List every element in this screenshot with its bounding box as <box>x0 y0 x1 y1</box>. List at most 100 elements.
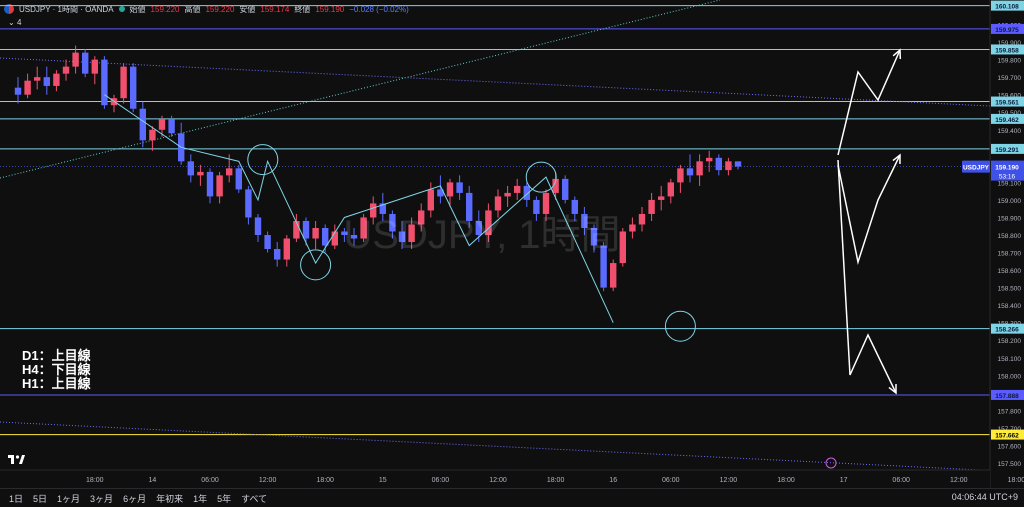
bottom-toolbar: 1日 5日 1ヶ月 3ヶ月 6ヶ月 年初来 1年 5年 すべて 04:06:44… <box>0 488 1024 507</box>
candle-body <box>485 210 492 235</box>
candle-body <box>475 220 482 235</box>
range-3m[interactable]: 3ヶ月 <box>90 494 114 504</box>
price-level-tag <box>991 96 1024 107</box>
price-tick-label: 159.100 <box>998 180 1022 187</box>
candle-body <box>283 238 290 260</box>
price-level-tag-label: 159.858 <box>995 47 1019 54</box>
range-all[interactable]: すべて <box>241 494 268 504</box>
price-axis[interactable]: 160.000159.900159.800159.700159.600159.5… <box>962 0 1024 488</box>
price-level-tag-label: 160.108 <box>995 4 1019 11</box>
candle-body <box>53 73 60 86</box>
candle-body <box>226 168 233 176</box>
candle-body <box>62 66 70 74</box>
note-h1: H1：上目線 <box>22 376 91 391</box>
price-tick-label: 157.600 <box>998 443 1022 450</box>
candle-body <box>43 77 50 86</box>
tradingview-logo-icon <box>8 455 25 464</box>
candle-body <box>523 185 530 200</box>
range-ytd[interactable]: 年初来 <box>156 494 184 504</box>
candle-body <box>667 182 674 197</box>
candle-body <box>552 178 559 193</box>
candle-body <box>197 171 204 176</box>
candle-body <box>619 231 626 264</box>
price-tick-label: 159.500 <box>998 110 1022 117</box>
price-level-tag <box>991 429 1024 440</box>
zigzag-line <box>104 94 614 323</box>
close-label: 終値 <box>294 4 311 14</box>
time-tick-label: 06:00 <box>201 477 219 484</box>
candle-body <box>610 263 617 288</box>
time-axis-bg <box>0 470 990 488</box>
time-tick-label: 12:00 <box>489 477 507 484</box>
candle-body <box>437 189 444 197</box>
candle-body <box>648 199 655 214</box>
candle-body <box>725 161 732 171</box>
price-tick-label: 158.700 <box>998 251 1022 258</box>
candle-body <box>715 157 722 171</box>
candle-body <box>418 210 425 225</box>
candle-body <box>293 220 300 239</box>
time-tick-label: 12:00 <box>950 477 968 484</box>
watermark: USDJPY, 1時間 <box>343 213 620 257</box>
range-buttons: 1日 5日 1ヶ月 3ヶ月 6ヶ月 年初来 1年 5年 すべて <box>9 492 267 505</box>
time-tick-label: 06:00 <box>432 477 450 484</box>
range-1d[interactable]: 1日 <box>9 494 24 504</box>
candle-body <box>264 235 271 250</box>
time-tick-label: 12:00 <box>720 477 738 484</box>
open-value: 159.220 <box>150 4 180 14</box>
candle-body <box>235 168 242 190</box>
candle-body <box>542 192 550 214</box>
symbol-title[interactable]: USDJPY · 1時間 · OANDA <box>19 4 114 14</box>
symbol-tag <box>962 160 990 173</box>
price-tick-label: 157.800 <box>998 408 1022 415</box>
current-price-label: 159.190 <box>995 165 1019 172</box>
price-tick-label: 158.800 <box>998 233 1022 240</box>
falling-trendline-upper <box>0 57 991 107</box>
candle-body <box>139 108 146 141</box>
logo-dot <box>15 455 20 459</box>
event-lightning-icon <box>825 457 837 469</box>
time-tick-label: 18:00 <box>777 477 795 484</box>
candle-body <box>206 171 214 197</box>
time-axis[interactable]: 18:00 14 06:00 12:00 18:00 15 06:00 12:00 18:00 1… <box>0 469 1024 488</box>
price-level-tag <box>991 44 1024 55</box>
candle-body <box>706 157 713 162</box>
candle-body <box>686 168 694 176</box>
candle-body <box>82 52 89 74</box>
range-1m[interactable]: 1ヶ月 <box>57 494 81 504</box>
price-tick-label: 157.500 <box>998 461 1022 468</box>
price-level-tag <box>991 113 1024 124</box>
close-value: 159.190 <box>315 4 345 14</box>
price-tick-label: 158.900 <box>998 215 1022 222</box>
price-tick-label: 158.600 <box>998 268 1022 275</box>
candle-body <box>571 199 578 214</box>
candle-body <box>158 119 166 130</box>
range-5y[interactable]: 5年 <box>217 494 232 504</box>
range-5d[interactable]: 5日 <box>33 494 48 504</box>
indicator-toggle[interactable]: ⌄ 4 <box>8 18 22 27</box>
candle-body <box>533 199 540 214</box>
clock[interactable]: 04:06:44 UTC+9 <box>951 492 1018 502</box>
range-6m[interactable]: 6ヶ月 <box>123 494 147 504</box>
range-1y[interactable]: 1年 <box>193 494 208 504</box>
forecast-arrowhead <box>888 383 897 395</box>
market-open-icon <box>118 6 125 12</box>
price-level-tag-label: 159.975 <box>995 27 1019 34</box>
forecast-arrow <box>837 154 901 265</box>
candle-body <box>581 213 588 228</box>
candle-body <box>302 220 310 239</box>
change-value: −0.028 (−0.02%) <box>349 4 409 14</box>
price-tick-label: 158.100 <box>998 356 1022 363</box>
candle-body <box>331 231 338 246</box>
candle-body <box>370 203 377 218</box>
forecast-arrow <box>837 49 901 156</box>
swing-circle <box>300 249 332 281</box>
candle-body <box>677 168 684 183</box>
candle-body <box>389 213 396 232</box>
price-tick-label: 158.000 <box>998 373 1022 380</box>
time-tick-label: 06:00 <box>662 477 680 484</box>
candle-body <box>14 87 22 95</box>
candle-body <box>504 192 511 197</box>
price-level-tag-label: 159.462 <box>995 117 1019 124</box>
